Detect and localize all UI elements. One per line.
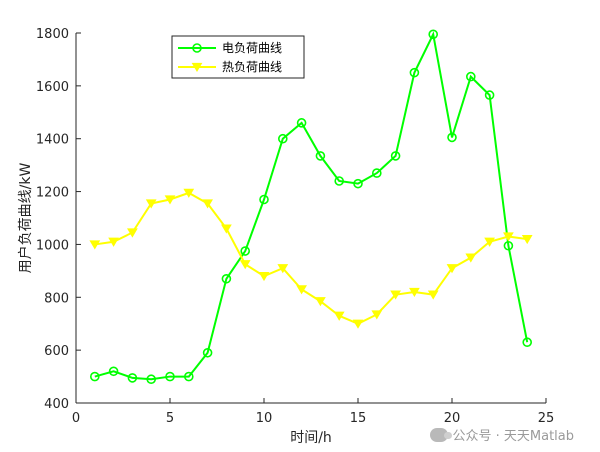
data-point (240, 246, 250, 256)
data-point (409, 67, 420, 78)
legend-item: 电负荷曲线 (178, 41, 282, 55)
data-point (315, 151, 326, 161)
data-point (522, 337, 533, 348)
y-tick-label: 1000 (36, 238, 69, 253)
data-point (145, 199, 157, 209)
data-point (334, 176, 345, 186)
x-tick-label: 20 (444, 411, 461, 426)
x-tick-label: 25 (538, 411, 555, 426)
data-point (353, 178, 363, 189)
data-point (202, 347, 213, 358)
legend-item: 热负荷曲线 (178, 60, 282, 74)
watermark-text: 公众号 · 天天Matlab (452, 429, 574, 444)
x-tick-label: 5 (166, 411, 174, 426)
data-point (465, 253, 477, 263)
data-point (127, 373, 138, 383)
y-axis-label: 用户负荷曲线/kW (17, 163, 34, 274)
y-tick-label: 400 (44, 397, 69, 412)
data-point (202, 199, 213, 209)
data-point (447, 132, 457, 143)
data-point (277, 133, 288, 144)
data-point (277, 264, 289, 274)
legend-label: 热负荷曲线 (222, 60, 282, 74)
wechat-icon (430, 427, 453, 442)
watermark: 公众号 · 天天Matlab (430, 425, 574, 444)
x-tick-label: 10 (256, 411, 273, 426)
data-point (503, 232, 514, 242)
data-point (259, 194, 269, 205)
data-point (390, 290, 401, 300)
series-heat-load (89, 188, 533, 329)
data-point (296, 118, 307, 128)
data-point (108, 237, 119, 247)
legend-marker (191, 62, 203, 73)
data-point (371, 168, 382, 178)
data-point (183, 188, 195, 198)
data-point (108, 366, 119, 377)
data-point (184, 371, 194, 382)
legend-marker (192, 43, 202, 53)
y-tick-label: 800 (44, 291, 69, 306)
x-tick-label: 0 (72, 411, 80, 426)
legend-label: 电负荷曲线 (222, 41, 282, 55)
axes: 0 5 10 15 20 25 400 600 800 1000 1200 1400 1600 1800 (36, 27, 554, 426)
data-point (333, 311, 345, 321)
data-point (371, 310, 383, 320)
data-point (315, 297, 326, 307)
data-point (146, 374, 156, 385)
data-point (465, 71, 476, 82)
x-axis-label: 时间/h (290, 430, 332, 446)
y-tick-label: 1800 (36, 27, 69, 42)
data-point (221, 224, 232, 234)
data-point (127, 228, 138, 238)
y-tick-label: 1600 (36, 80, 69, 95)
data-point (221, 273, 232, 284)
y-tick-label: 600 (44, 344, 69, 359)
data-point (503, 240, 514, 251)
data-point (352, 319, 364, 329)
data-point (164, 195, 176, 205)
data-point (428, 29, 439, 40)
y-tick-label: 1400 (36, 133, 69, 148)
data-point (521, 235, 533, 245)
y-tick-label: 1200 (36, 186, 69, 201)
data-point (446, 264, 458, 274)
series-line (94, 191, 528, 325)
data-point (484, 237, 495, 247)
series-layer (89, 29, 533, 385)
data-point (258, 272, 270, 282)
data-point (90, 371, 100, 382)
data-point (239, 260, 251, 270)
data-point (89, 240, 101, 250)
x-tick-label: 15 (350, 411, 367, 426)
data-point (484, 90, 495, 100)
series-electric-load (90, 29, 533, 385)
legend-box (171, 35, 305, 79)
data-point (409, 287, 420, 298)
series-line (94, 31, 529, 381)
data-point (296, 285, 307, 295)
data-point (427, 290, 439, 300)
data-point (165, 371, 175, 382)
data-point (390, 151, 401, 161)
